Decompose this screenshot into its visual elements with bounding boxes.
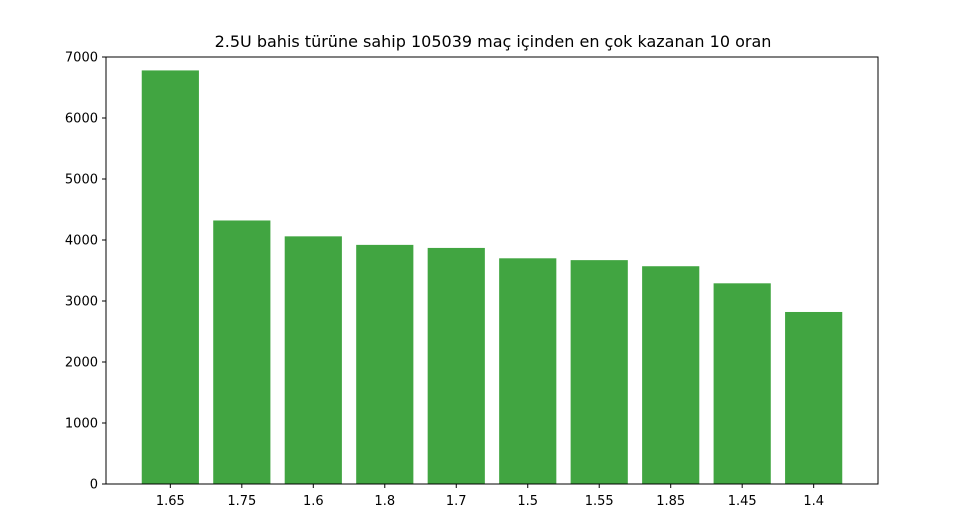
x-axis-ticks: 1.65 1.75 1.6 1.8 1.7 1.5 1.55 1.85 1.45 1.4 <box>156 484 824 509</box>
x-tick-label: 1.6 <box>303 494 324 509</box>
y-tick-label: 0 <box>90 478 98 493</box>
y-tick-label: 4000 <box>65 234 98 249</box>
bar-1.8 <box>356 244 414 484</box>
x-tick-label: 1.8 <box>374 494 395 509</box>
bar-1.6 <box>284 236 342 484</box>
x-tick-label: 1.85 <box>656 494 685 509</box>
y-tick-label: 5000 <box>65 173 98 188</box>
bar-1.65 <box>141 70 199 485</box>
bar-1.45 <box>713 283 771 484</box>
bar-1.4 <box>785 311 843 484</box>
y-tick-label: 3000 <box>65 295 98 310</box>
x-tick-label: 1.75 <box>227 494 256 509</box>
y-tick-label: 1000 <box>65 417 98 432</box>
bar-1.5 <box>499 258 557 484</box>
bars-group <box>141 70 843 485</box>
bar-1.85 <box>642 266 700 484</box>
y-tick-label: 6000 <box>65 112 98 127</box>
y-tick-label: 2000 <box>65 356 98 371</box>
y-tick-label: 7000 <box>65 51 98 66</box>
x-tick-label: 1.4 <box>803 494 824 509</box>
plot-frame <box>105 56 879 485</box>
x-tick-label: 1.5 <box>517 494 538 509</box>
x-tick-label: 1.45 <box>728 494 757 509</box>
y-axis-ticks: 0 1000 2000 3000 4000 5000 6000 7000 <box>65 51 106 493</box>
x-tick-label: 1.7 <box>446 494 467 509</box>
x-tick-label: 1.55 <box>585 494 614 509</box>
bar-1.75 <box>213 220 271 485</box>
x-tick-label: 1.65 <box>156 494 185 509</box>
bar-1.7 <box>427 247 485 484</box>
chart-title: 2.5U bahis türüne sahip 105039 maç içind… <box>215 32 772 51</box>
bar-1.55 <box>570 260 628 484</box>
